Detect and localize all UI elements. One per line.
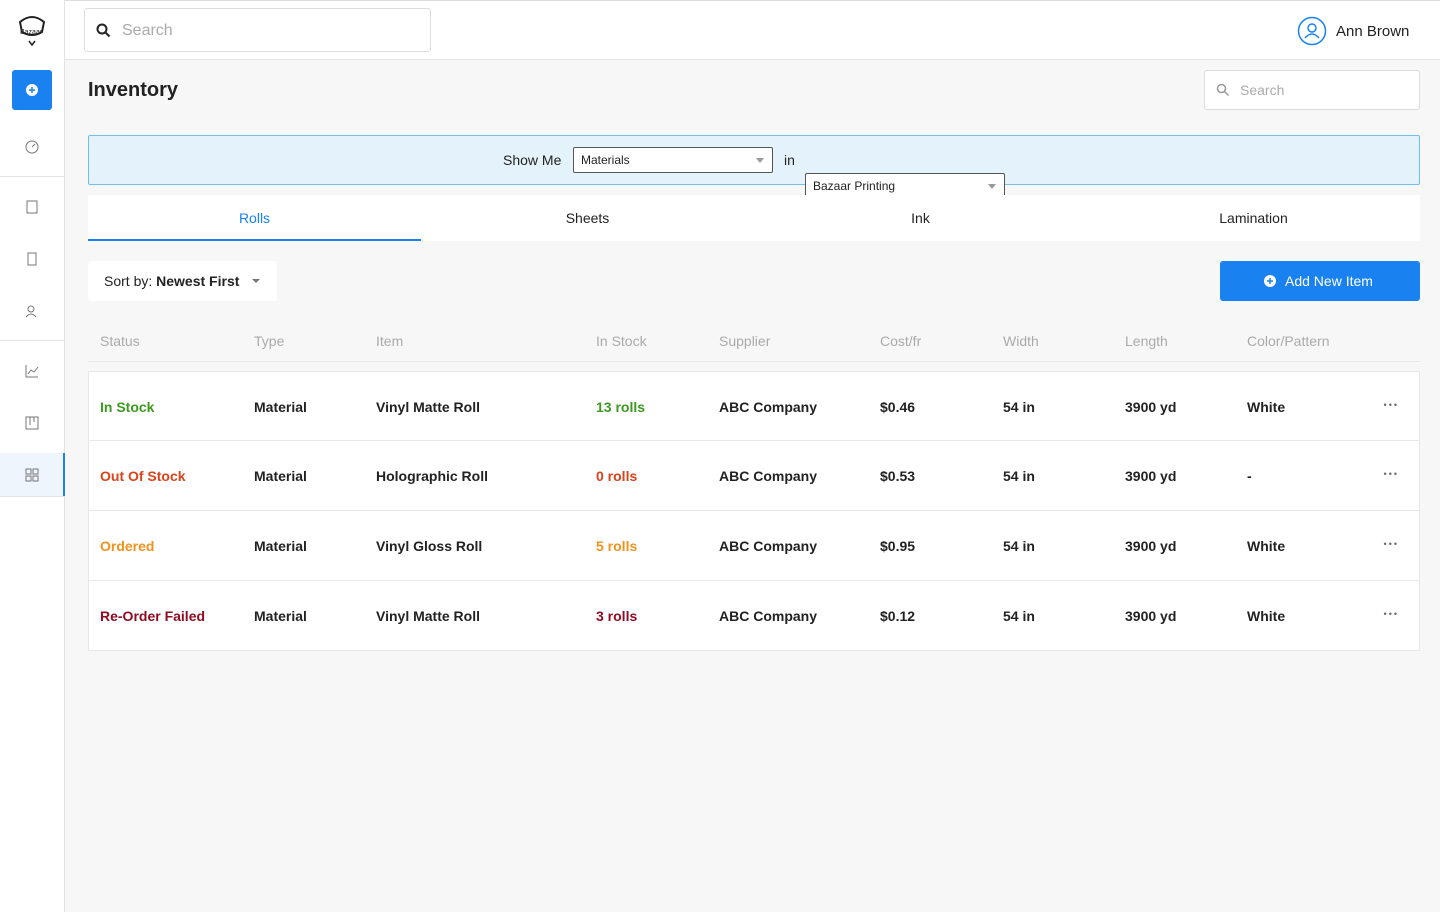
table-cell: - <box>1247 468 1252 484</box>
table-cell: White <box>1247 538 1286 554</box>
row-menu[interactable]: ••• <box>1383 609 1399 619</box>
table-cell: 54 in <box>1003 399 1035 415</box>
tab[interactable]: Lamination <box>1087 195 1420 241</box>
table-cell: 3 rolls <box>596 608 638 624</box>
table-cell: Out Of Stock <box>100 468 186 484</box>
table-cell: Vinyl Matte Roll <box>376 399 480 415</box>
page-search[interactable]: Search <box>1204 70 1420 110</box>
column-header: Cost/fr <box>880 333 922 349</box>
table-row[interactable]: In Stock Material Vinyl Matte Roll 13 rolls… <box>88 371 1420 441</box>
table-cell: White <box>1247 608 1286 624</box>
create-button[interactable] <box>12 70 52 110</box>
table-cell: 3900 yd <box>1125 468 1177 484</box>
table-cell: 3900 yd <box>1125 399 1177 415</box>
table-cell: ABC Company <box>719 399 818 415</box>
filter-label: Show Me <box>503 152 562 168</box>
table-cell: 54 in <box>1003 468 1035 484</box>
user-avatar[interactable] <box>1297 16 1327 46</box>
table-cell: Ordered <box>100 538 155 554</box>
table-cell: ABC Company <box>719 468 818 484</box>
table-cell: $0.53 <box>880 468 916 484</box>
page-title: Inventory <box>88 79 179 101</box>
nav-dashboard[interactable] <box>24 139 40 155</box>
table-cell: 3900 yd <box>1125 608 1177 624</box>
nav-reports[interactable] <box>24 363 40 379</box>
table-cell: 13 rolls <box>596 399 646 415</box>
logo-text: Bazaar <box>20 29 43 36</box>
nav-inventory[interactable] <box>0 453 65 496</box>
page-search-placeholder: Search <box>1240 82 1285 98</box>
column-header: Status <box>100 333 140 349</box>
table-cell: $0.95 <box>880 538 916 554</box>
table-cell: Vinyl Matte Roll <box>376 608 480 624</box>
row-menu[interactable]: ••• <box>1383 400 1399 410</box>
row-menu[interactable]: ••• <box>1383 539 1399 549</box>
table-cell: 54 in <box>1003 608 1035 624</box>
filter-location[interactable]: Bazaar Printing <box>805 173 1005 199</box>
tab[interactable]: Rolls <box>88 195 421 241</box>
column-header: Item <box>376 333 404 349</box>
top-search-placeholder: Search <box>122 22 173 39</box>
table-cell: Material <box>254 608 307 624</box>
column-header: Color/Pattern <box>1247 333 1330 349</box>
table-cell: White <box>1247 399 1286 415</box>
nav-board[interactable] <box>24 415 40 431</box>
table-cell: 3900 yd <box>1125 538 1177 554</box>
filter-category[interactable]: Materials <box>573 147 773 173</box>
sidebar: Bazaar <box>0 0 65 912</box>
row-menu[interactable]: ••• <box>1383 469 1399 479</box>
table-row[interactable]: Re-Order Failed Material Vinyl Matte Roll 3… <box>88 581 1420 651</box>
nav-orders[interactable] <box>24 199 40 215</box>
table-cell: Holographic Roll <box>376 468 488 484</box>
table-cell: ABC Company <box>719 538 818 554</box>
user-name[interactable]: Ann Brown <box>1336 23 1410 40</box>
table-row[interactable]: Ordered Material Vinyl Gloss Roll 5 rolls AB… <box>88 511 1420 581</box>
top-bar: Search Ann Brown <box>65 0 1440 60</box>
table-cell: $0.12 <box>880 608 916 624</box>
table-cell: Re-Order Failed <box>100 608 206 624</box>
tab[interactable]: Ink <box>754 195 1087 241</box>
nav-customers[interactable] <box>24 303 40 319</box>
top-search[interactable]: Search <box>84 8 431 52</box>
column-header: Type <box>254 333 285 349</box>
table-cell: 5 rolls <box>596 538 638 554</box>
table-cell: In Stock <box>100 399 155 415</box>
column-header: Width <box>1003 333 1039 349</box>
table-cell: 54 in <box>1003 538 1035 554</box>
nav-invoices[interactable] <box>24 251 40 267</box>
table-cell: Vinyl Gloss Roll <box>376 538 483 554</box>
table-cell: Material <box>254 468 307 484</box>
logo-icon <box>18 16 46 46</box>
column-header: In Stock <box>596 333 647 349</box>
column-header: Length <box>1125 333 1168 349</box>
table-cell: $0.46 <box>880 399 916 415</box>
table-cell: Material <box>254 399 307 415</box>
sort-label: Sort by: <box>104 273 153 289</box>
add-item-label: Add New Item <box>1285 273 1373 289</box>
tab[interactable]: Sheets <box>421 195 754 241</box>
table-cell: 0 rolls <box>596 468 638 484</box>
table-cell: ABC Company <box>719 608 818 624</box>
filter-connector: in <box>784 152 795 168</box>
sort-value: Newest First <box>156 273 240 289</box>
table-cell: Material <box>254 538 307 554</box>
add-item-button[interactable]: Add New Item <box>1220 261 1420 301</box>
sort-dropdown[interactable]: Sort by: Newest First <box>88 261 277 301</box>
table-row[interactable]: Out Of Stock Material Holographic Roll 0 ro… <box>88 441 1420 511</box>
column-header: Supplier <box>719 333 771 349</box>
filter-bar: Show Me Materials in Bazaar Printing <box>88 135 1420 199</box>
